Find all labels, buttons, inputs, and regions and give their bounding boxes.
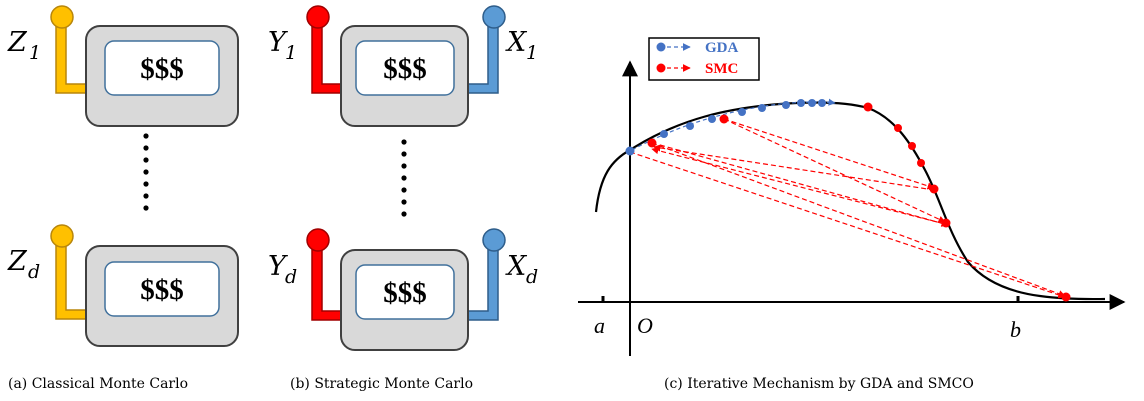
panel-a: $$$ Z 1 $$$ Z d (a) Classical Monte Carl… xyxy=(7,5,239,392)
var-subscript-left: d xyxy=(285,266,297,288)
screen-text: $$$ xyxy=(383,53,427,85)
var-label-left: Y xyxy=(268,251,288,282)
machine-screen xyxy=(355,40,455,96)
smc-points xyxy=(647,102,1071,302)
panel-c: a O b xyxy=(578,37,1126,392)
smc-point xyxy=(863,102,873,112)
axis-label-b: b xyxy=(1010,317,1021,342)
smc-point xyxy=(929,184,939,194)
ellipsis-dots xyxy=(143,133,149,211)
var-subscript-right: d xyxy=(526,266,538,288)
var-subscript-left: 1 xyxy=(285,42,297,64)
screen-text: $$$ xyxy=(383,277,427,309)
slot-machine-bottom: $$$ Y d X d xyxy=(268,228,538,351)
legend-label-gda: GDA xyxy=(705,40,739,56)
lever-blue xyxy=(465,25,499,94)
var-label-right: X xyxy=(505,251,528,282)
smc-point xyxy=(941,218,951,228)
var-label-left: Y xyxy=(268,27,288,58)
gda-point xyxy=(625,146,635,156)
lever-yellow xyxy=(55,25,89,94)
slot-machine-top: $$$ Y 1 X 1 xyxy=(268,5,538,127)
smc-point xyxy=(917,159,925,167)
slot-machine-bottom: $$$ Z d xyxy=(7,224,239,347)
axis-label-origin: O xyxy=(637,313,653,338)
gda-point xyxy=(782,101,790,109)
smc-point xyxy=(1061,292,1071,302)
gda-point xyxy=(660,130,668,138)
caption-b: (b) Strategic Monte Carlo xyxy=(290,376,473,392)
legend-box xyxy=(648,37,760,81)
var-label-right: X xyxy=(505,27,528,58)
smc-point xyxy=(894,124,902,132)
smc-point xyxy=(719,114,729,124)
var-label: Z xyxy=(7,27,28,58)
screen-text: $$$ xyxy=(140,274,184,306)
smc-jumps xyxy=(629,118,1066,299)
var-subscript: d xyxy=(28,261,40,283)
lever-knob-blue xyxy=(482,5,506,29)
gda-point xyxy=(738,108,746,116)
machine-screen xyxy=(104,40,220,96)
panel-b: $$$ Y 1 X 1 $$$ Y d X d (b) Strategic Mo… xyxy=(268,5,538,392)
gda-path xyxy=(625,98,836,156)
caption-c: (c) Iterative Mechanism by GDA and SMCO xyxy=(664,376,974,392)
machine-screen xyxy=(104,261,220,317)
legend: GDA SMC xyxy=(648,37,760,81)
screen-text: $$$ xyxy=(140,53,184,85)
slot-machine-top: $$$ Z 1 xyxy=(7,5,239,127)
legend-item-smc: SMC xyxy=(656,61,738,77)
lever-red xyxy=(311,25,344,94)
lever-knob-red xyxy=(306,228,330,252)
ellipsis-dots xyxy=(401,139,407,217)
gda-point xyxy=(686,122,694,130)
var-label: Z xyxy=(7,246,28,277)
smc-point xyxy=(647,138,657,148)
legend-item-gda: GDA xyxy=(656,40,739,56)
var-subscript: 1 xyxy=(29,42,41,64)
gda-point xyxy=(797,99,805,107)
lever-knob-red xyxy=(306,5,330,29)
machine-screen xyxy=(355,264,455,320)
gda-point xyxy=(808,99,816,107)
var-subscript-right: 1 xyxy=(526,42,538,64)
gda-point xyxy=(758,104,766,112)
axis-label-a: a xyxy=(594,313,605,338)
lever-knob-yellow xyxy=(50,224,74,248)
smc-point xyxy=(908,142,916,150)
objective-curve xyxy=(594,101,1106,301)
lever-blue xyxy=(465,248,499,321)
gda-point xyxy=(708,115,716,123)
lever-knob-yellow xyxy=(50,5,74,29)
gda-point xyxy=(818,99,826,107)
caption-a: (a) Classical Monte Carlo xyxy=(8,376,188,392)
lever-yellow xyxy=(55,243,89,320)
legend-label-smc: SMC xyxy=(705,61,738,77)
lever-knob-blue xyxy=(482,228,506,252)
lever-red xyxy=(311,248,344,321)
